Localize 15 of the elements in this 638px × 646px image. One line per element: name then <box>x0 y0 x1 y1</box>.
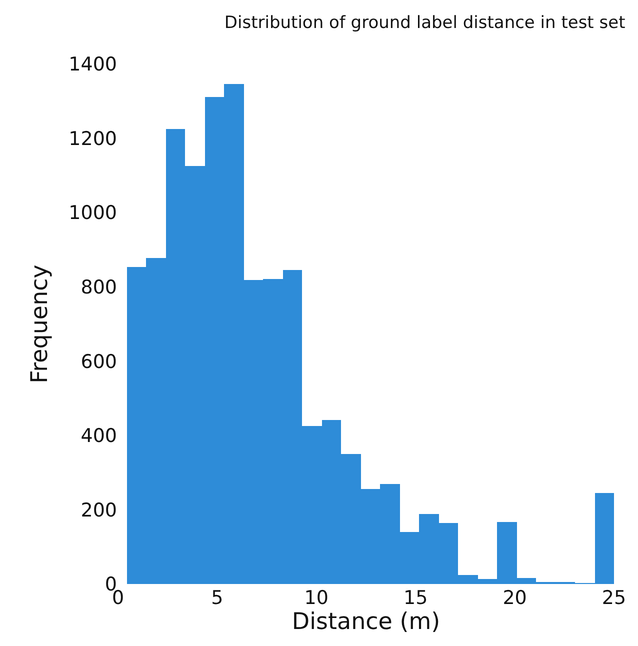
y-axis-title: Frequency <box>27 264 54 384</box>
x-axis-title: Distance (m) <box>292 609 440 635</box>
y-tick-label: 800 <box>80 276 117 299</box>
y-tick-label: 600 <box>80 350 117 373</box>
x-tick-label: 5 <box>211 587 224 609</box>
y-tick-label: 400 <box>80 425 117 448</box>
y-tick-label: 1400 <box>68 54 117 76</box>
x-tick-label: 25 <box>602 587 626 609</box>
x-tick-label: 10 <box>304 587 328 609</box>
y-tick-label: 1000 <box>68 202 117 224</box>
chart-title: Distribution of ground label distance in test set <box>224 13 626 34</box>
y-tick-label: 200 <box>80 499 117 522</box>
y-tick-label: 1200 <box>68 128 117 150</box>
x-tick-label: 20 <box>502 587 527 609</box>
x-tick-label: 15 <box>404 587 428 609</box>
